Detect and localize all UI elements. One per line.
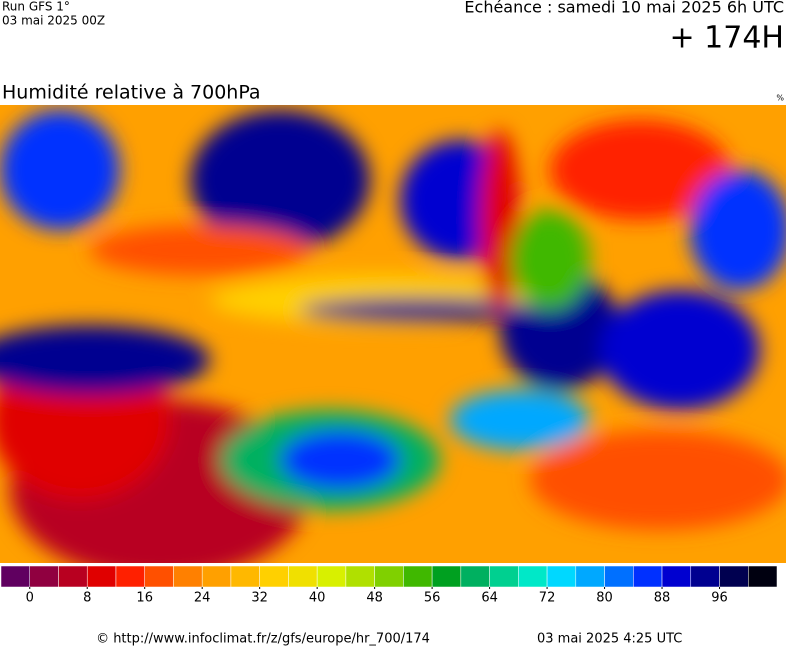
humidity-field <box>0 105 786 563</box>
colorbar-tick-label: 48 <box>366 591 383 606</box>
colorbar-swatch <box>29 565 59 588</box>
colorbar-swatch <box>690 565 720 588</box>
run-date: 03 mai 2025 00Z <box>2 14 105 28</box>
colorbar-swatch <box>316 565 347 588</box>
colorbar-swatch <box>719 565 749 588</box>
colorbar-tick-label: 80 <box>596 591 613 606</box>
colorbar-swatch <box>575 565 605 588</box>
colorbar-tick-label: 40 <box>309 591 326 606</box>
lead-time: + 174H <box>670 21 785 56</box>
colorbar-swatch <box>259 565 289 588</box>
colorbar-swatch <box>86 565 117 588</box>
colorbar-swatch <box>58 565 88 588</box>
colorbar-swatch <box>374 565 404 588</box>
colorbar-swatch <box>115 565 145 588</box>
colorbar-tick-label: 72 <box>539 591 556 606</box>
colorbar-swatch <box>518 565 548 588</box>
map-title: Humidité relative à 700hPa <box>2 82 261 104</box>
colorbar-swatch <box>661 565 692 588</box>
colorbar: 0 8 16 24 32 40 48 56 64 72 80 88 96 <box>0 565 778 606</box>
colorbar-swatch <box>230 565 260 588</box>
colorbar-swatch <box>460 565 490 588</box>
colorbar-swatch <box>431 565 462 588</box>
colorbar-tick-label: 32 <box>251 591 268 606</box>
colorbar-tick-label: 0 <box>26 591 34 606</box>
valid-time: Echéance : samedi 10 mai 2025 6h UTC <box>464 0 784 17</box>
unit-label: % <box>776 94 784 103</box>
colorbar-swatch <box>546 565 577 588</box>
colorbar-tick-label: 24 <box>194 591 211 606</box>
colorbar-tick-label: 96 <box>711 591 728 606</box>
colorbar-tick-label: 56 <box>424 591 441 606</box>
colorbar-swatch <box>633 565 663 588</box>
run-label: Run GFS 1° <box>2 0 70 14</box>
colorbar-swatch <box>144 565 174 588</box>
colorbar-swatch <box>0 565 30 588</box>
colorbar-swatch <box>345 565 375 588</box>
colorbar-swatch <box>201 565 232 588</box>
colorbar-swatch <box>403 565 433 588</box>
colorbar-tick-label: 16 <box>136 591 153 606</box>
source-url: © http://www.infoclimat.fr/z/gfs/europe/… <box>96 632 430 647</box>
colorbar-swatch <box>748 565 778 588</box>
colorbar-tick-label: 88 <box>654 591 671 606</box>
colorbar-swatch <box>604 565 634 588</box>
colorbar-swatch <box>173 565 203 588</box>
generated-time: 03 mai 2025 4:25 UTC <box>537 632 682 647</box>
colorbar-tick-label: 8 <box>83 591 91 606</box>
colorbar-swatch <box>288 565 318 588</box>
colorbar-swatch <box>489 565 519 588</box>
colorbar-tick-label: 64 <box>481 591 498 606</box>
